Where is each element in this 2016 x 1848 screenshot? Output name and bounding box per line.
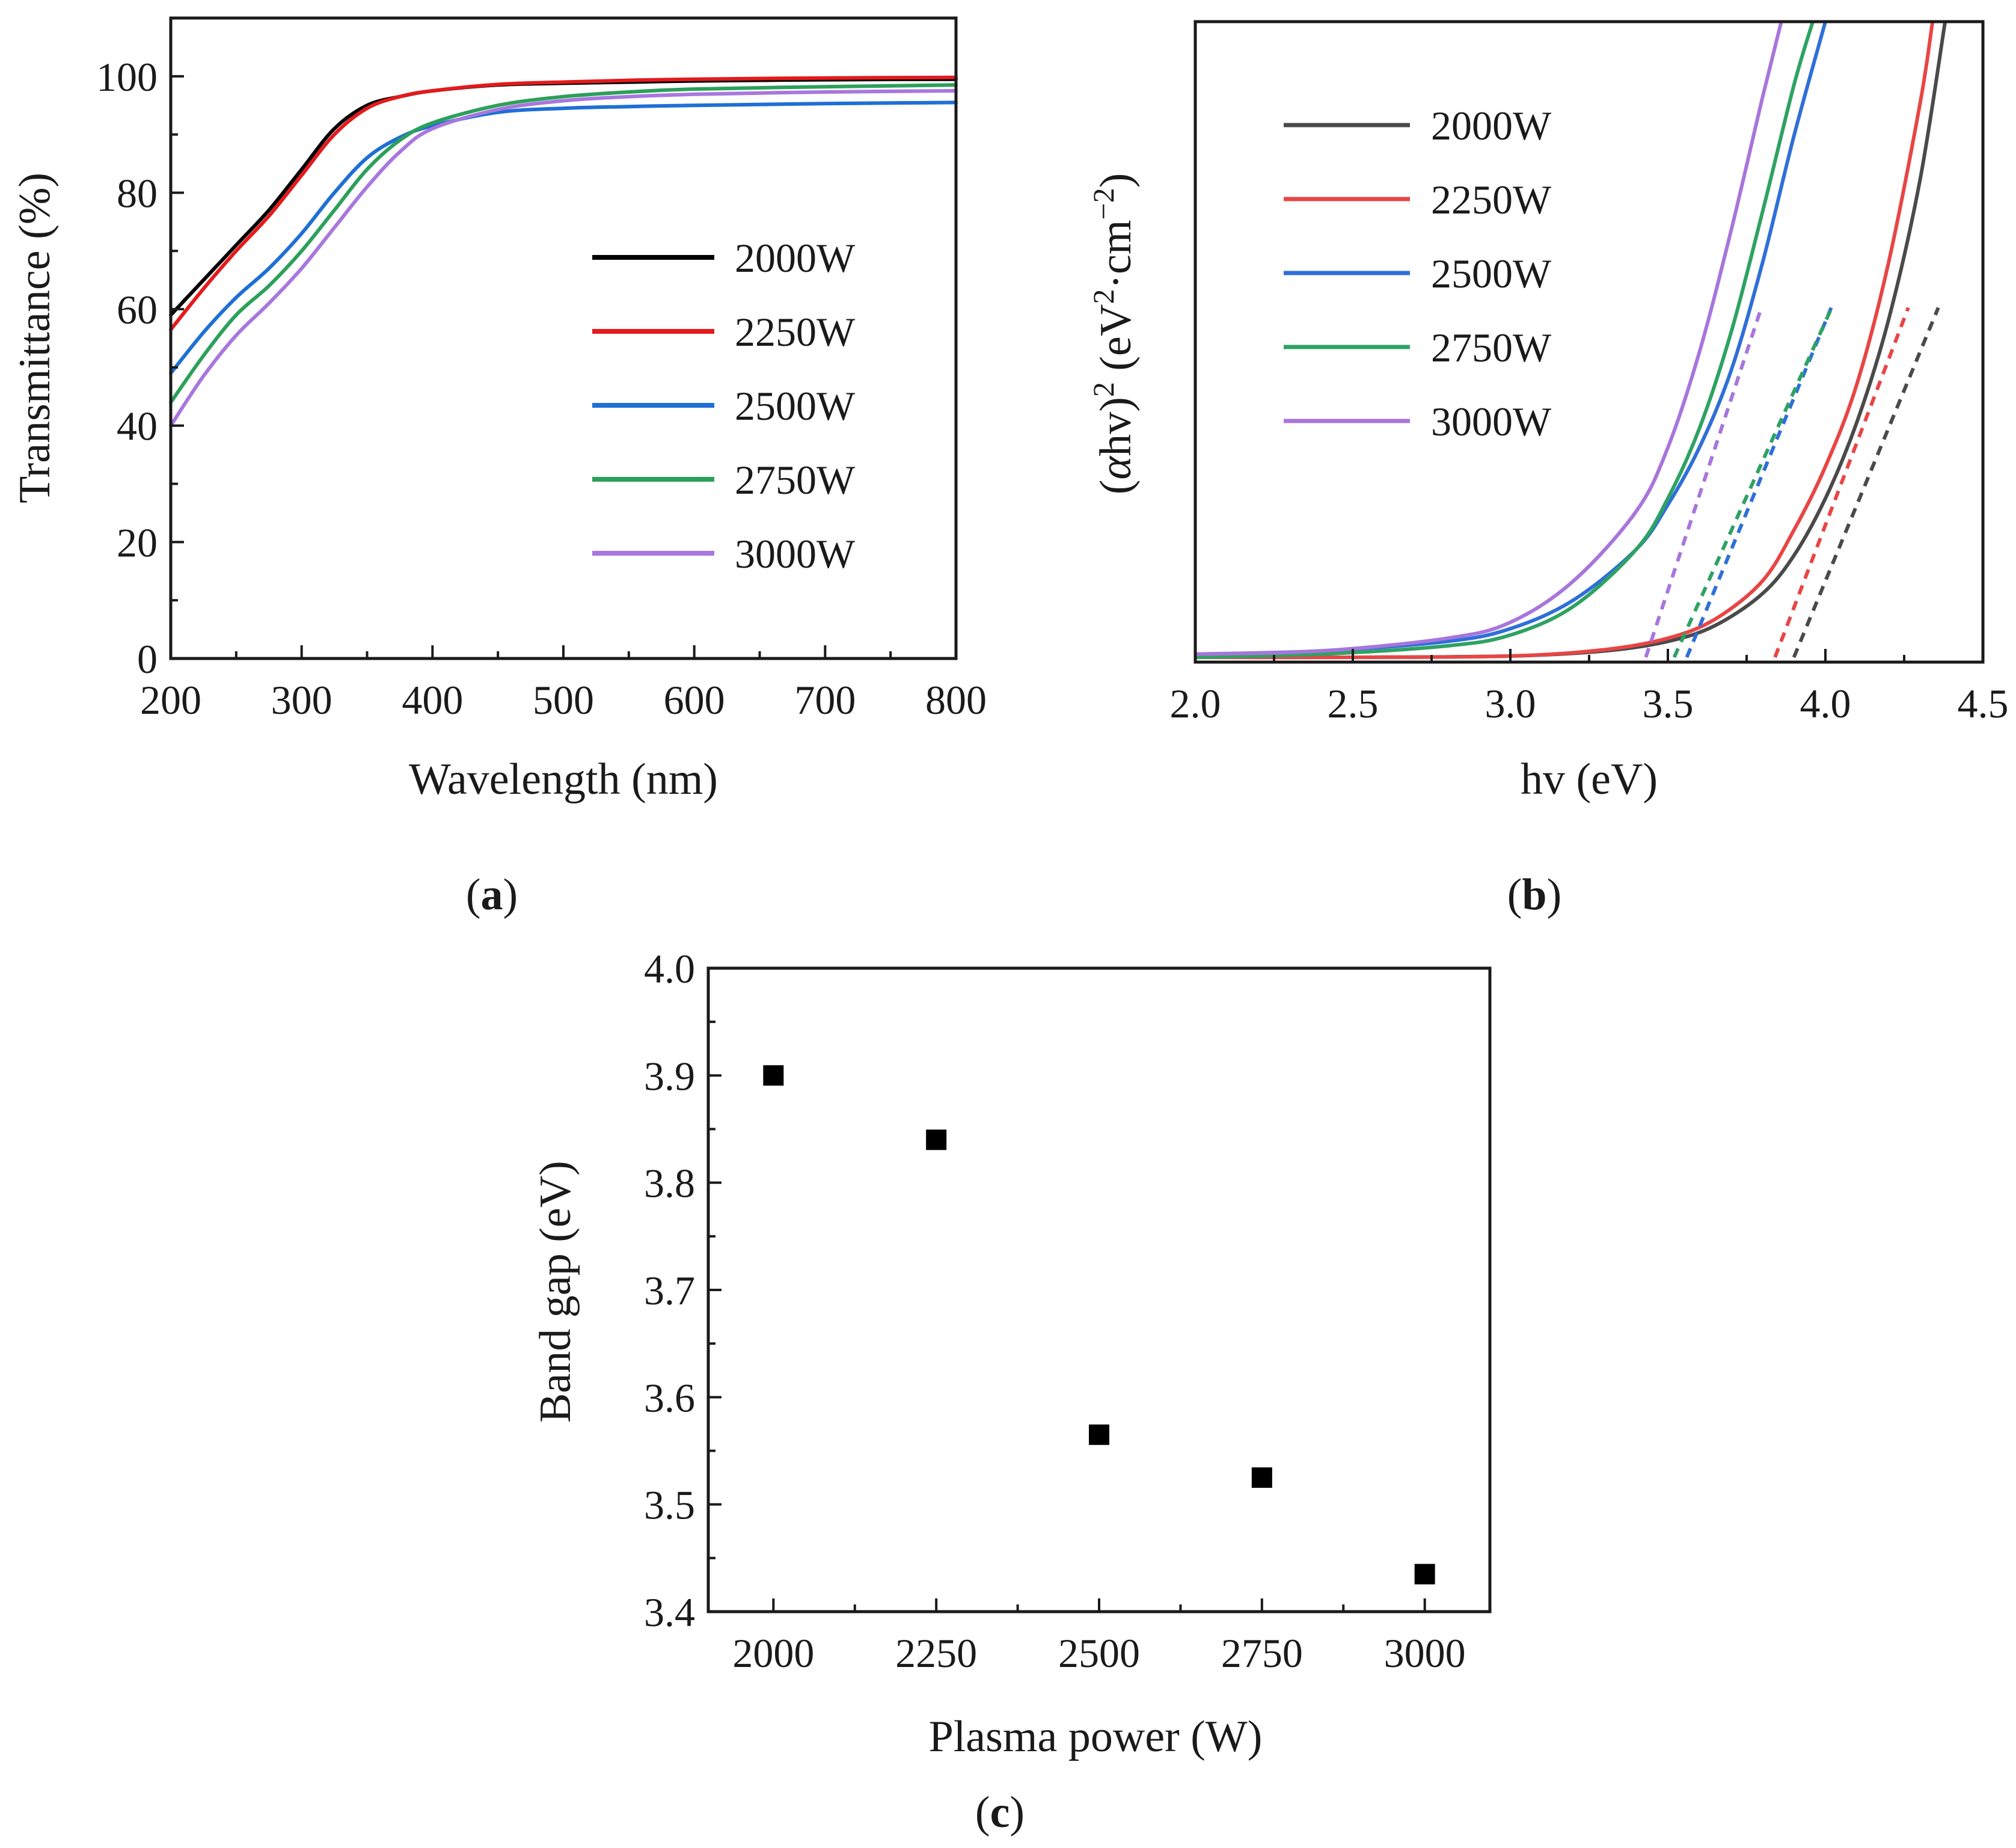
panel-c-x-tick-label: 2750	[1221, 1630, 1303, 1676]
panel-c-data-point	[1251, 1467, 1272, 1488]
panel-a-x-tick-label: 300	[271, 677, 332, 723]
panel-b-legend-label: 2250W	[1431, 177, 1552, 223]
panel-b-fit-line-2000W	[1792, 307, 1940, 658]
panel-c-y-tick-label: 3.5	[644, 1482, 695, 1528]
panel-b-y-axis-sup1: 2	[1086, 382, 1120, 397]
panel-b-legend-label: 2500W	[1431, 251, 1552, 296]
panel-a-legend-label: 2000W	[735, 235, 856, 281]
panel-b-x-tick-label: 4.5	[1958, 681, 2009, 726]
panel-c-x-axis-title: Plasma power (W)	[929, 1712, 1263, 1761]
panel-c-data-point	[1414, 1564, 1435, 1585]
panel-b-fit-line-2750W	[1672, 307, 1834, 658]
panel-b-tauc-plot: 2.0 2.5 3.0 3.5 4.0 4.5 hv (eV) (αhv)2 (eV2·c…	[1086, 20, 2009, 919]
panel-b-legend-label: 2000W	[1431, 103, 1552, 149]
panel-c-label: (c)	[975, 1788, 1025, 1837]
panel-a-x-tick-label: 700	[794, 677, 856, 723]
panel-a-label: (a)	[466, 870, 518, 919]
panel-a-series-line-2750W	[169, 83, 958, 404]
panel-a-x-tick-label: 200	[140, 677, 201, 723]
panel-c-band-gap: 2000 2250 2500 2750 3000 3.4 3.5 3.6 3.7 3.8 3.9 4.…	[531, 946, 1492, 1837]
panel-c-x-tick-label: 2000	[732, 1630, 814, 1676]
panel-c-y-tick-label: 3.8	[644, 1161, 695, 1206]
panel-b-label: (b)	[1507, 870, 1561, 919]
panel-b-x-axis-title: hv (eV)	[1521, 755, 1658, 804]
panel-b-y-axis-alpha: α	[1091, 455, 1141, 480]
panel-b-x-tick-label: 3.5	[1643, 681, 1694, 726]
panel-a-legend-label: 2750W	[735, 457, 856, 503]
panel-a-series-group	[169, 75, 958, 428]
panel-a-series-line-3000W	[169, 89, 958, 428]
panel-c-data-point	[926, 1129, 947, 1150]
panel-c-data-point	[1089, 1424, 1109, 1445]
panel-c-y-tick-label: 3.4	[644, 1589, 695, 1635]
panel-a-legend: 2000W 2250W 2500W 2750W 3000W	[592, 235, 856, 577]
panel-a-y-tick-label: 40	[117, 404, 158, 449]
panel-a-y-tick-label: 100	[96, 54, 158, 100]
panel-a-y-axis-title: Transmittance (%)	[10, 173, 60, 503]
panel-b-legend-label: 3000W	[1431, 399, 1552, 444]
panel-c-y-tick-label: 3.6	[644, 1375, 695, 1420]
panel-a-series-line-2250W	[169, 75, 958, 331]
panel-a-legend-label: 2250W	[735, 309, 856, 355]
panel-c-y-tick-label: 3.7	[644, 1268, 695, 1313]
panel-b-y-axis-title: (αhv)2 (eV2·cm−2)	[1086, 173, 1141, 495]
panel-b-label-letter: b	[1522, 870, 1546, 919]
panel-a-transmittance: 200 300 400 500 600 700 800 0 20 40 60 80 100 Wavele…	[10, 16, 987, 919]
panel-a-y-tick-label: 80	[117, 170, 158, 216]
panel-b-x-tick-label: 2.5	[1328, 681, 1379, 726]
panel-b-series-line-3000W	[1195, 22, 1783, 656]
panel-b-fit-line-3000W	[1644, 307, 1763, 658]
panel-a-legend-label: 3000W	[735, 531, 856, 577]
panel-c-x-tick-label: 2250	[895, 1630, 977, 1676]
panel-b-fit-line-2250W	[1773, 307, 1910, 658]
panel-c-y-tick-label: 3.9	[644, 1053, 695, 1099]
panel-c-x-tick-label: 3000	[1384, 1630, 1466, 1676]
panel-b-legend-label: 2750W	[1431, 325, 1552, 370]
panel-b-fit-line-2500W	[1685, 307, 1833, 658]
panel-a-x-tick-label: 600	[664, 677, 725, 723]
panel-b-x-tick-label: 4.0	[1800, 681, 1851, 726]
panel-a-series-line-2500W	[169, 100, 958, 375]
panel-c-y-axis-title: Band gap (eV)	[531, 1161, 580, 1423]
panel-c-x-tick-label: 2500	[1058, 1630, 1140, 1676]
panel-a-x-tick-label: 400	[402, 677, 463, 723]
panel-a-y-tick-label: 60	[117, 287, 158, 333]
panel-a-x-tick-label: 500	[533, 677, 594, 723]
panel-c-data-point	[763, 1065, 784, 1086]
panel-b-legend: 2000W 2250W 2500W 2750W 3000W	[1284, 103, 1552, 444]
panel-b-series-line-2250W	[1195, 22, 1935, 660]
panel-a-legend-label: 2500W	[735, 383, 856, 429]
panel-b-series-group	[1195, 22, 1947, 660]
panel-a-y-tick-label: 20	[117, 520, 158, 565]
panel-a-y-tick-label: 0	[137, 636, 158, 682]
panel-c-label-letter: c	[990, 1788, 1010, 1837]
panel-a-x-tick-label: 800	[925, 677, 987, 723]
panel-b-x-tick-label: 3.0	[1485, 681, 1536, 726]
panel-b-series-line-2750W	[1195, 22, 1815, 659]
panel-b-x-tick-label: 2.0	[1170, 681, 1221, 726]
panel-a-label-letter: a	[481, 870, 503, 919]
panel-a-x-axis-title: Wavelength (nm)	[409, 755, 718, 804]
panel-c-y-tick-label: 4.0	[644, 946, 695, 992]
panel-c-plot-frame	[706, 966, 1492, 1613]
panel-c-points-group	[763, 1065, 1435, 1585]
